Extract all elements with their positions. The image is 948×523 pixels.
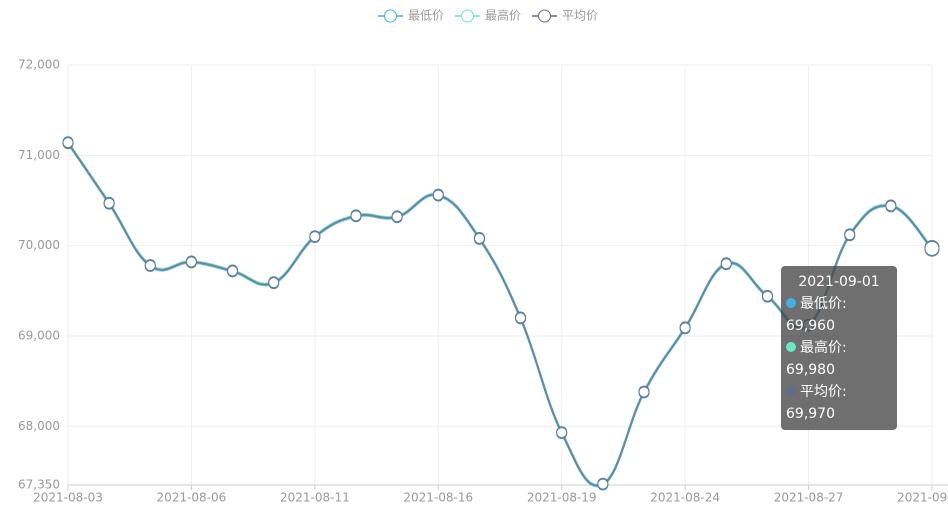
y-tick-label: 67,350 [18, 478, 60, 492]
y-tick-label: 72,000 [18, 58, 60, 72]
tooltip-dot [786, 342, 796, 352]
legend-label: 最低价 [408, 9, 444, 23]
y-tick-label: 70,000 [18, 238, 60, 252]
tooltip-row: 最低价: 69,960 [786, 293, 897, 337]
data-point [350, 210, 362, 222]
tooltip-series: 平均价 [800, 384, 842, 400]
data-point [761, 290, 773, 302]
tooltip-dot [786, 386, 796, 396]
tooltip-value: 69,980 [786, 362, 835, 378]
data-point [144, 260, 156, 272]
separator: : [842, 340, 847, 356]
data-point [309, 231, 321, 243]
legend-icon [461, 9, 474, 23]
x-tick-label: 2021-08-19 [527, 491, 597, 505]
tooltip-value: 69,970 [786, 406, 835, 422]
x-tick-label: 2021-08-03 [33, 491, 103, 505]
x-tick-label: 2021-08-16 [403, 491, 473, 505]
tooltip-row: 平均价: 69,970 [786, 381, 897, 425]
tooltip-series: 最低价 [800, 296, 842, 312]
x-tick-label: 2021-08-27 [774, 491, 844, 505]
data-point [103, 197, 115, 209]
data-point [268, 277, 280, 289]
tooltip: 2021-09-01 最低价: 69,960 最高价: 69,980 平均价: 69… [781, 266, 897, 430]
separator: : [842, 384, 847, 400]
y-tick-label: 68,000 [18, 419, 60, 433]
data-point [556, 427, 568, 439]
x-tick-label: 2021-08-11 [280, 491, 350, 505]
y-tick-label: 71,000 [18, 148, 60, 162]
data-point [679, 322, 691, 334]
legend-icon [538, 9, 551, 23]
tooltip-value: 69,960 [786, 318, 835, 334]
separator: : [842, 296, 847, 312]
y-tick-label: 69,000 [18, 328, 60, 342]
data-point [638, 386, 650, 398]
legend-icon [384, 9, 397, 23]
data-point [62, 137, 74, 149]
tooltip-title: 2021-09-01 [798, 274, 880, 290]
tooltip-dot [786, 298, 796, 308]
legend-label: 平均价 [562, 9, 598, 23]
data-point [844, 229, 856, 241]
data-point [473, 232, 485, 244]
x-tick-label: 2021-08-24 [650, 491, 720, 505]
x-tick-label: 2021-08-06 [157, 491, 227, 505]
tooltip-series: 最高价 [800, 340, 842, 356]
data-point [432, 189, 444, 201]
data-point [515, 312, 527, 324]
data-point [720, 258, 732, 270]
data-point [924, 240, 940, 256]
data-point [391, 211, 403, 223]
tooltip-row: 最高价: 69,980 [786, 337, 897, 381]
data-point [185, 256, 197, 268]
x-tick-label: 2021-09-01 [897, 491, 948, 505]
data-point [227, 265, 239, 277]
legend-label: 最高价 [485, 8, 521, 23]
data-point [885, 200, 897, 212]
data-point [597, 478, 609, 490]
